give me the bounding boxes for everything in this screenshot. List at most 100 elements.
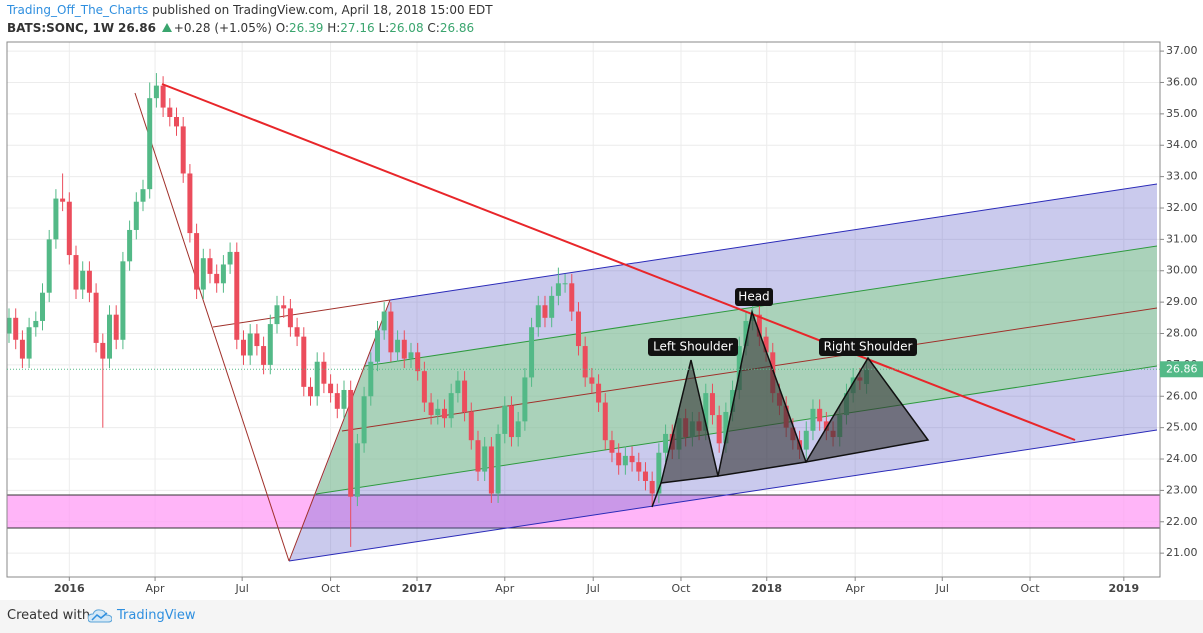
candle-body <box>596 383 602 403</box>
candle-body <box>254 333 260 347</box>
candle-body <box>113 314 119 340</box>
change: +0.28 (+1.05%) <box>173 21 272 35</box>
chart: Left Shoulder Head Right Shoulder 21.00 2… <box>6 41 1203 595</box>
candle-body <box>66 201 72 256</box>
created-with: Created with <box>7 608 91 623</box>
candle-body <box>428 402 434 416</box>
candle-body <box>53 198 59 240</box>
axes: 21.0022.0023.0024.0025.0026.0027.0028.00… <box>7 44 1203 595</box>
ohlc-open-label: O: <box>275 21 290 35</box>
label-box <box>648 338 738 356</box>
candle-body <box>475 440 481 472</box>
candle-body <box>40 292 46 321</box>
candle-body <box>817 408 823 422</box>
candle-body <box>462 380 468 412</box>
candle-body <box>408 352 414 359</box>
candle-body <box>502 405 508 434</box>
candle-body <box>200 258 206 290</box>
pattern: Left Shoulder Head Right Shoulder <box>161 83 1076 508</box>
pitchfork-base <box>212 299 391 328</box>
pitchfork-upper <box>389 183 1158 301</box>
candle-body <box>287 308 293 328</box>
label-box <box>819 338 917 356</box>
candle-body <box>649 480 655 494</box>
candle-body <box>642 471 648 481</box>
candle-body <box>240 339 246 356</box>
candle-body <box>167 107 173 117</box>
candle-body <box>127 229 133 262</box>
candle-body <box>495 433 501 494</box>
support-zone <box>6 494 1161 529</box>
y-tick-label: 22.00 <box>1166 515 1198 528</box>
candle-body <box>803 430 809 450</box>
x-tick-label: Jul <box>235 582 249 595</box>
plot-frame <box>6 41 1161 578</box>
y-tick-label: 37.00 <box>1166 44 1198 57</box>
candle-body <box>160 85 166 108</box>
candle-body <box>589 377 595 384</box>
logo <box>88 609 112 623</box>
candle-body <box>535 305 541 328</box>
symbol: BATS:SONC, 1W <box>7 21 115 35</box>
candle-body <box>173 116 179 127</box>
pattern-lead <box>651 482 662 508</box>
x-tick-label: Jul <box>935 582 949 595</box>
label-box <box>735 288 773 306</box>
candle-body <box>455 380 461 394</box>
brand[interactable]: TradingView <box>117 608 196 623</box>
annotation: Head <box>738 290 769 304</box>
y-tick-label: 32.00 <box>1166 201 1198 214</box>
up-arrow <box>161 23 172 32</box>
candle-body <box>19 339 25 359</box>
candle-body <box>441 408 447 419</box>
candle-body <box>575 311 581 347</box>
candle-body <box>663 433 669 453</box>
candle-body <box>227 251 233 265</box>
y-tick-label: 30.00 <box>1166 264 1198 277</box>
published: published on TradingView.com, April 18, … <box>152 3 493 17</box>
candle-body <box>86 270 92 293</box>
candle-body <box>234 251 240 340</box>
candle-body <box>448 393 454 419</box>
candle-body <box>609 440 615 453</box>
candle-body <box>361 396 367 444</box>
x-tick-label: Apr <box>146 582 166 595</box>
author[interactable]: Trading_Off_The_Charts <box>7 3 149 17</box>
candle-body <box>60 198 66 202</box>
x-tick-label: 2017 <box>402 582 433 595</box>
candle-body <box>93 292 99 343</box>
candles <box>6 73 870 547</box>
y-tick-label: 35.00 <box>1166 107 1198 120</box>
candle-body <box>810 408 816 431</box>
y-tick-label: 25.00 <box>1166 421 1198 434</box>
candle-body <box>147 98 153 190</box>
candle-body <box>542 305 548 318</box>
pitchfork-edge <box>288 299 391 562</box>
ohlc-low-label: L: <box>378 21 390 35</box>
candle-body <box>281 305 287 309</box>
candle-body <box>549 295 555 318</box>
candle-body <box>328 383 334 394</box>
candle-body <box>80 270 86 290</box>
x-tick-label: 2019 <box>1109 582 1140 595</box>
candle-body <box>716 415 722 444</box>
candle-body <box>214 273 220 284</box>
candle-body <box>723 411 729 444</box>
candle-body <box>341 389 347 409</box>
last-price-box <box>1160 361 1203 378</box>
y-tick-label: 29.00 <box>1166 295 1198 308</box>
candle-body <box>33 320 39 328</box>
candle-body <box>307 386 313 397</box>
candle-body <box>415 352 421 372</box>
candle-body <box>602 402 608 441</box>
candle-body <box>267 324 273 365</box>
y-tick-label: 31.00 <box>1166 232 1198 245</box>
candle-body <box>321 361 327 384</box>
candle-body <box>756 314 762 337</box>
x-tick-label: Apr <box>495 582 515 595</box>
pitchfork-lower <box>288 429 1158 562</box>
pitchfork-inner <box>316 246 1157 494</box>
candle-body <box>46 239 52 293</box>
header-line-1: Trading_Off_The_Charts published on Trad… <box>7 3 493 17</box>
